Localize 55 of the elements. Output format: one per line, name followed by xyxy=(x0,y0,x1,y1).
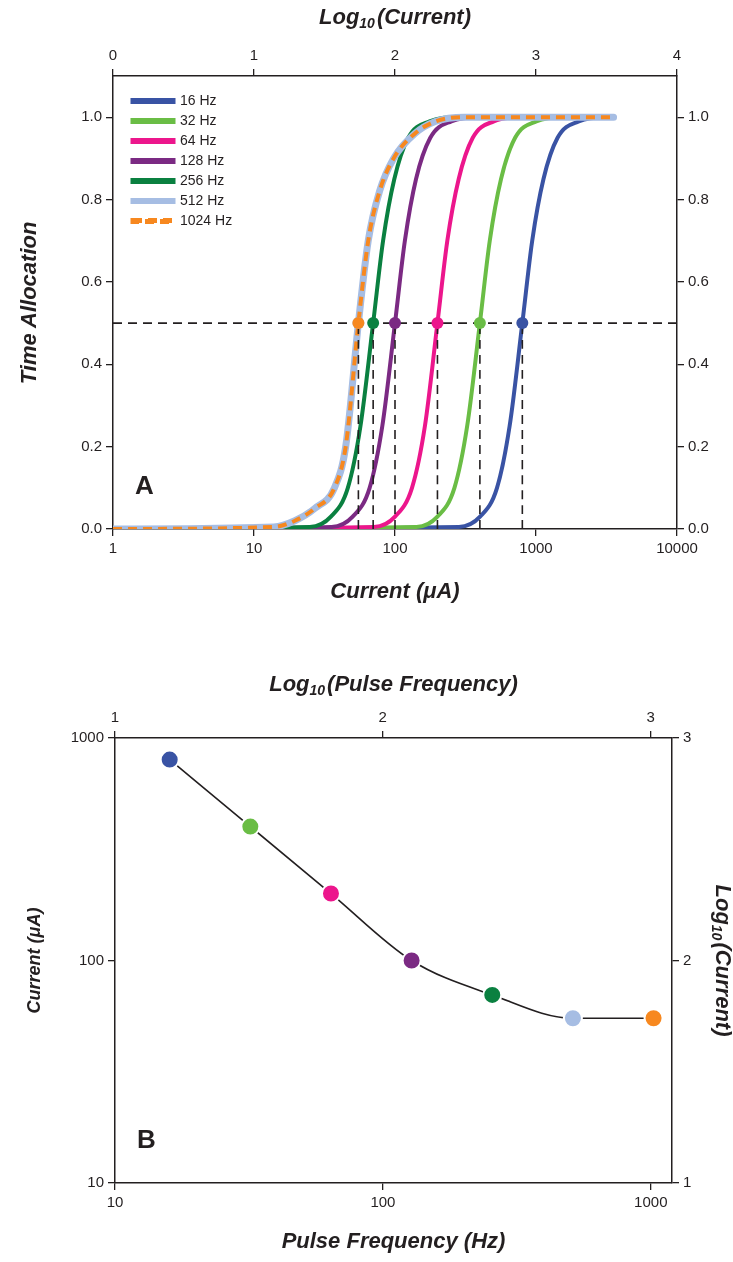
x2-tick-label: 3 xyxy=(531,46,541,64)
y-axis-title: Time Allocation xyxy=(16,221,42,385)
point xyxy=(159,749,180,770)
point xyxy=(482,984,503,1005)
legend-label: 32 Hz xyxy=(180,111,217,128)
y2-tick-label: 0.4 xyxy=(688,354,709,372)
legend-label: 256 Hz xyxy=(180,171,225,188)
x-tick-label: 1000 xyxy=(519,539,553,557)
y2-axis-title: Log10(Current) xyxy=(708,884,733,1037)
y-tick-label: 0.4 xyxy=(81,354,102,372)
x2-tick-label: 1 xyxy=(110,708,120,726)
legend-label: 128 Hz xyxy=(180,151,225,168)
point xyxy=(240,816,261,837)
legend-label: 64 Hz xyxy=(180,131,217,148)
x2-tick-label: 2 xyxy=(378,708,387,726)
x-tick-label: 10000 xyxy=(656,539,698,557)
y-tick-label: 0.2 xyxy=(81,436,102,454)
y-tick-label: 0.6 xyxy=(81,272,102,290)
x-tick-label: 100 xyxy=(382,539,408,557)
y2-tick-label: 0.8 xyxy=(688,189,709,207)
legend-label: 16 Hz xyxy=(180,91,217,108)
point xyxy=(320,883,341,904)
x2-tick-label: 2 xyxy=(390,46,400,64)
y2-tick-label: 0.0 xyxy=(688,519,709,537)
y-axis-title: Current (μA) xyxy=(23,907,44,1014)
y-tick-label: 100 xyxy=(78,950,104,968)
x-tick-label: 1000 xyxy=(634,1193,668,1211)
legend-label: 512 Hz xyxy=(180,191,225,208)
point xyxy=(643,1008,664,1029)
x2-tick-label: 3 xyxy=(646,708,655,726)
x-tick-label: 10 xyxy=(245,539,263,557)
y2-tick-label: 1.0 xyxy=(688,107,709,125)
y-tick-label: 0.0 xyxy=(81,519,102,537)
x2-tick-label: 4 xyxy=(672,46,682,64)
annotation: B xyxy=(137,1124,156,1154)
y2-tick-label: 3 xyxy=(683,728,692,746)
y2-tick-label: 1 xyxy=(683,1173,692,1191)
y2-tick-label: 0.2 xyxy=(688,436,709,454)
y-tick-label: 1000 xyxy=(70,728,104,746)
point xyxy=(562,1008,583,1029)
y2-tick-label: 0.6 xyxy=(688,272,709,290)
y2-tick-label: 2 xyxy=(683,950,692,968)
x-tick-label: 10 xyxy=(106,1193,124,1211)
legend-label: 1024 Hz xyxy=(180,211,233,228)
x2-tick-label: 0 xyxy=(108,46,118,64)
x2-tick-label: 1 xyxy=(249,46,259,64)
x-axis-title: Current (μA) xyxy=(330,578,460,604)
x-tick-label: 100 xyxy=(370,1193,396,1211)
x-tick-label: 1 xyxy=(108,539,118,557)
y-tick-label: 0.8 xyxy=(81,189,102,207)
y-tick-label: 10 xyxy=(87,1173,104,1191)
x-axis-title: Pulse Frequency (Hz) xyxy=(281,1228,506,1254)
y-tick-label: 1.0 xyxy=(81,107,102,125)
annotation: A xyxy=(135,470,154,500)
point xyxy=(401,950,422,971)
